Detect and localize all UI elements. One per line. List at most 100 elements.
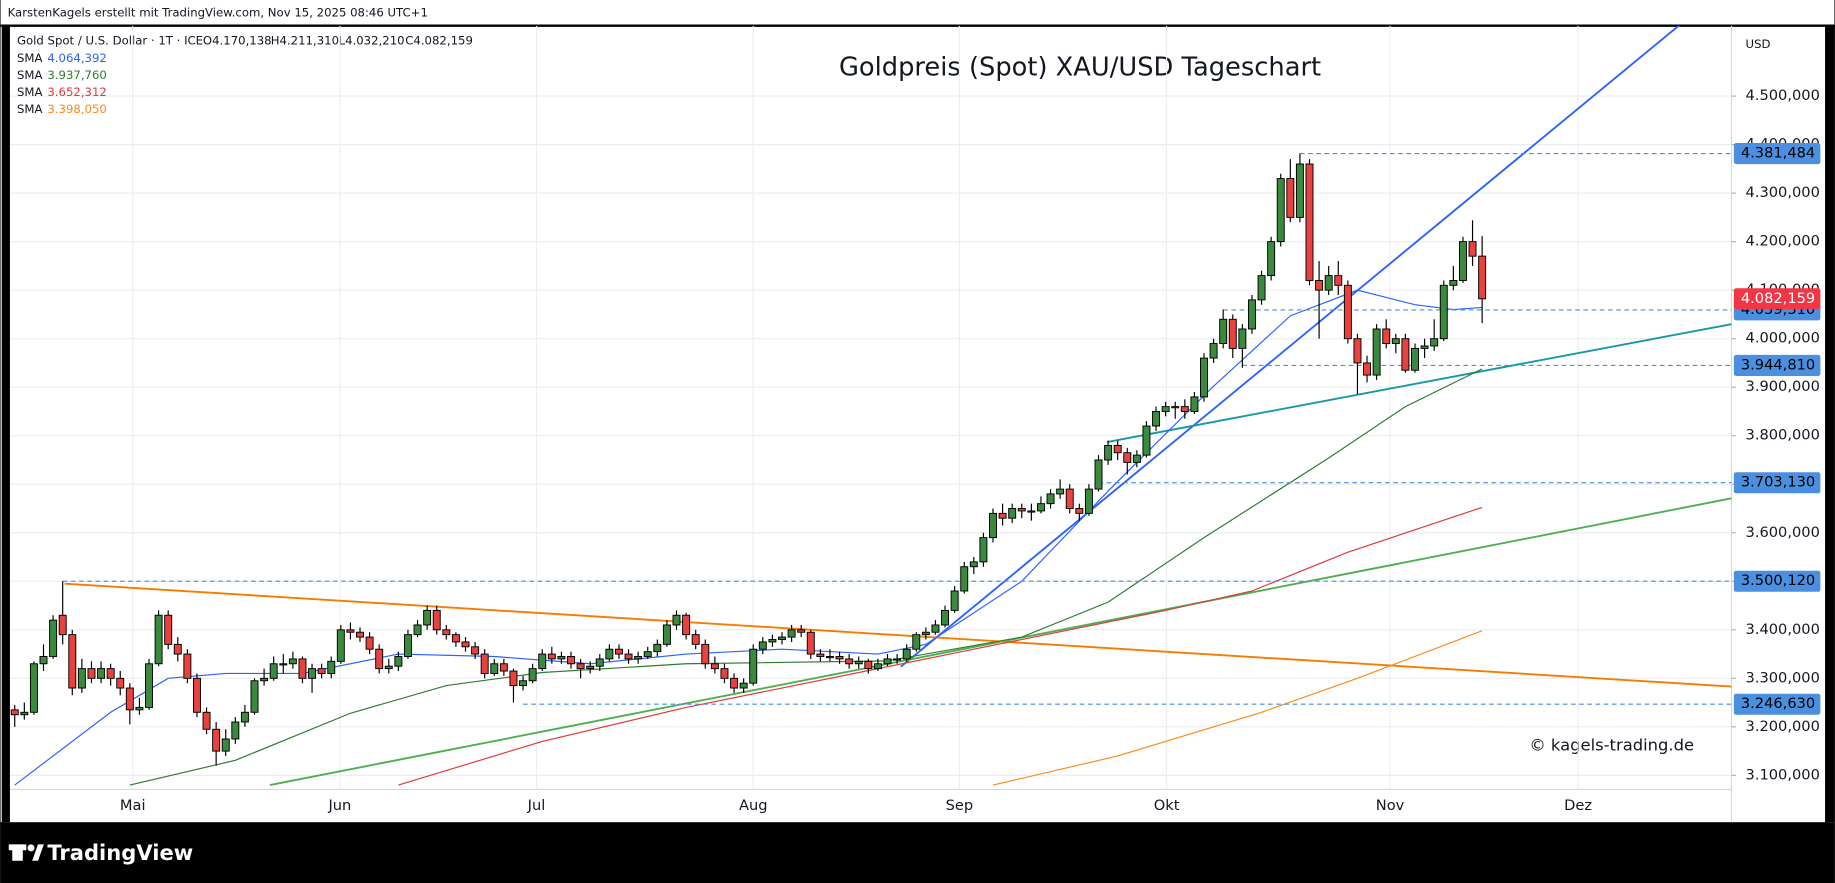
candle-body: [10, 709, 19, 716]
plot-area: [9, 25, 1732, 790]
legend-name: SMA: [17, 51, 43, 65]
candle-body: [1411, 347, 1419, 371]
candle-body: [413, 624, 422, 636]
candle-body: [451, 634, 460, 643]
level-label-bg: [1733, 570, 1821, 592]
candle-body: [1267, 241, 1276, 277]
candle-body: [183, 653, 192, 679]
level-label: 4.381,484: [1741, 145, 1815, 162]
candle-body: [806, 631, 815, 655]
candle-body: [288, 658, 297, 665]
legend-name: SMA: [17, 102, 43, 116]
candle-body: [672, 614, 681, 626]
candle-body: [691, 634, 700, 645]
candle-body: [231, 721, 240, 740]
candle-body: [394, 656, 403, 667]
brand: TradingView: [47, 840, 193, 865]
candle-body: [29, 663, 38, 713]
candle-body: [1343, 284, 1352, 340]
level-label: 3.944,810: [1741, 356, 1815, 373]
y-unit: USD: [1746, 37, 1771, 51]
candle-body: [1430, 338, 1439, 347]
candle-body: [298, 658, 307, 679]
candle-body: [682, 614, 691, 636]
y-tick-label: 3.800,000: [1746, 427, 1820, 444]
legend-value: 4.064,392: [47, 51, 106, 65]
y-tick-label: 3.100,000: [1746, 766, 1820, 783]
candle-body: [1209, 343, 1218, 359]
candle-body: [1056, 488, 1065, 495]
ohlc-close: C4.082,159: [405, 33, 473, 47]
candle-body: [365, 636, 374, 650]
candle-body: [327, 660, 336, 674]
chart-title: Goldpreis (Spot) XAU/USD Tageschart: [839, 52, 1321, 82]
candle-body: [835, 656, 844, 660]
candle-body: [221, 738, 230, 752]
candle-body: [87, 668, 96, 679]
candle-body: [1420, 345, 1429, 349]
candle-body: [1391, 338, 1400, 345]
candle-body: [1324, 275, 1333, 291]
candle-body: [662, 624, 671, 645]
candle-body: [605, 648, 614, 660]
candle-body: [145, 663, 153, 708]
candle-body: [1363, 362, 1372, 376]
legend-value: 3.652,312: [47, 85, 106, 99]
candle-body: [989, 512, 997, 539]
candle-body: [1382, 328, 1391, 345]
candle-body: [1180, 406, 1189, 412]
candle-body: [269, 663, 278, 679]
candle-body: [547, 653, 556, 660]
y-tick-label: 3.900,000: [1746, 378, 1820, 395]
candle-body: [346, 629, 355, 633]
level-label-bg: [1733, 354, 1821, 376]
candle-body: [116, 677, 125, 689]
candle-body: [873, 663, 882, 670]
candle-body: [624, 653, 633, 660]
candle-body: [730, 677, 739, 689]
candle-body: [68, 634, 77, 689]
candle-body: [1276, 178, 1285, 243]
ohlc-high: H4.211,310: [271, 33, 339, 47]
candle-body: [509, 670, 518, 687]
x-tick-label: Dez: [1564, 797, 1592, 814]
candle-body: [260, 677, 269, 682]
trendline: [1106, 323, 1732, 443]
candle-body: [1094, 459, 1103, 490]
y-tick-label: 4.300,000: [1746, 184, 1820, 201]
ohlc-open: O4.170,138: [203, 33, 272, 47]
legend-value: 3.398,050: [47, 102, 106, 116]
trendline: [900, 25, 1681, 668]
y-tick-label: 3.400,000: [1746, 621, 1820, 638]
candle-body: [576, 663, 585, 670]
candle-body: [308, 668, 317, 679]
candle-body: [192, 677, 201, 713]
last-price-bg: [1733, 288, 1821, 310]
candle-body: [173, 643, 182, 655]
candle-body: [403, 634, 412, 657]
x-tick-label: Jun: [327, 797, 351, 814]
candle-body: [384, 665, 393, 670]
candle-body: [202, 711, 211, 730]
candle-body: [97, 668, 106, 679]
candle-body: [154, 614, 163, 665]
candle-body: [998, 512, 1007, 519]
candle-body: [1084, 488, 1093, 514]
candle-body: [212, 728, 221, 752]
candle-body: [1036, 503, 1045, 512]
candle-body: [1171, 406, 1180, 409]
level-label-bg: [1733, 143, 1821, 165]
candle-body: [595, 658, 604, 667]
candle-body: [614, 648, 623, 655]
candle-body: [1449, 279, 1458, 286]
footer-band: [0, 822, 1835, 883]
candle-body: [1439, 284, 1448, 340]
sma-line: [992, 630, 1483, 786]
candle-body: [979, 537, 988, 563]
level-label: 3.500,120: [1741, 572, 1815, 589]
candle-body: [1027, 510, 1036, 513]
candle-body: [317, 668, 326, 674]
x-tick-label: Mai: [120, 797, 146, 814]
candle-body: [1017, 508, 1026, 512]
